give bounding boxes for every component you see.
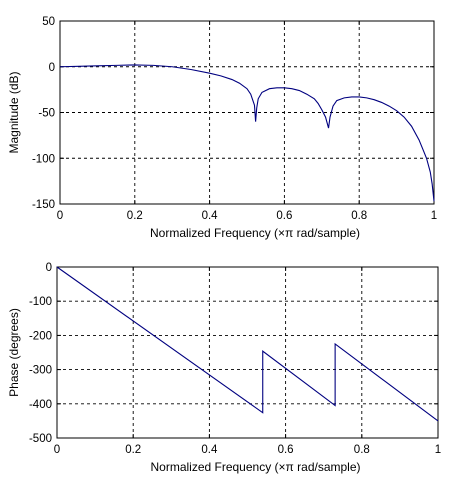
y-tick-label: -100 (32, 153, 55, 165)
y-tick-label: -50 (38, 108, 55, 120)
x-tick-label: 0.6 (276, 210, 292, 222)
x-tick-label: 0 (57, 210, 63, 222)
y-tick-label: -500 (29, 433, 52, 445)
x-tick-label: 1 (435, 444, 441, 456)
x-tick-label: 1 (431, 210, 437, 222)
y-tick-label: -150 (32, 199, 55, 211)
y-tick-label: -100 (29, 296, 52, 308)
x-tick-label: 0 (54, 444, 60, 456)
x-tick-label: 0.4 (201, 444, 218, 456)
x-tick-label: 0.2 (127, 210, 143, 222)
series-line (56, 266, 439, 422)
y-tick-label: -300 (29, 365, 52, 377)
y-tick-label: -200 (29, 330, 52, 342)
plot-frame (56, 266, 439, 439)
y-tick-label: 50 (42, 16, 55, 28)
phase-plot: 0 0.2 0.4 0.6 0.8 1 0 -100 -200 -300 -400 -500 Norma… (7, 262, 441, 474)
x-tick-label: 0.2 (125, 444, 141, 456)
y-axis-label: Phase (degrees) (7, 308, 21, 397)
series-line (59, 64, 435, 202)
x-tick-label: 0.4 (202, 210, 219, 222)
x-axis-label: Normalized Frequency (×π rad/sample) (150, 460, 360, 474)
magnitude-plot: 0 0.2 0.4 0.6 0.8 1 50 0 -50 -100 -150 Normalized F… (7, 16, 437, 240)
y-tick-label: 0 (49, 62, 55, 74)
x-axis-label: Normalized Frequency (×π rad/sample) (150, 226, 360, 240)
y-tick-label: 0 (46, 262, 52, 274)
x-tick-label: 0.6 (278, 444, 294, 456)
x-tick-label: 0.8 (354, 444, 370, 456)
y-axis-label: Magnitude (dB) (7, 71, 21, 153)
x-tick-label: 0.8 (351, 210, 367, 222)
y-tick-label: -400 (29, 399, 52, 411)
